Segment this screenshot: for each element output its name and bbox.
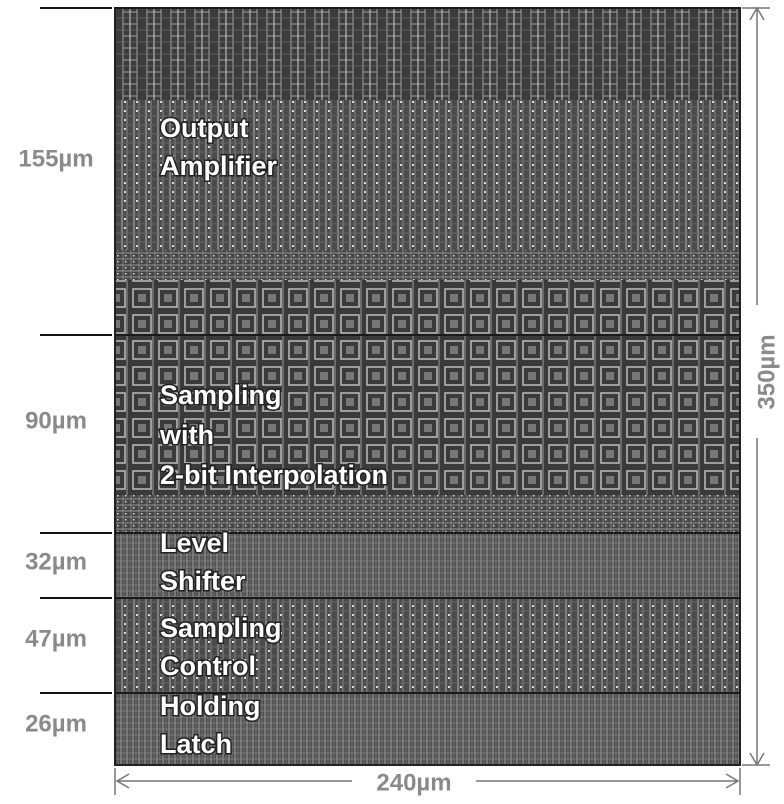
total-height-label: 350µm: [753, 334, 780, 409]
section-label: Sampling: [160, 380, 282, 410]
section-label: with: [159, 420, 214, 450]
section-annotations: 155µm Output Amplifier 90µm Sampling with 2-bi…: [18, 7, 740, 761]
layout-block: [115, 8, 740, 100]
section-height: 155µm: [18, 145, 93, 172]
arrow-head: [725, 773, 740, 789]
section-height: 32µm: [25, 548, 87, 575]
layout-block: [115, 250, 740, 280]
layout-block: [115, 280, 740, 335]
section-label: Output: [160, 113, 248, 143]
layout-block: [115, 693, 740, 765]
section-label: Level: [160, 528, 229, 558]
layout-block: [115, 100, 740, 250]
section-label: Holding: [160, 691, 260, 721]
section-label: Shifter: [160, 566, 246, 596]
dimension-right: [742, 6, 770, 767]
section-label: Control: [160, 651, 256, 681]
dimension-bottom: [114, 768, 741, 795]
section-label: Amplifier: [160, 151, 278, 181]
section-label: Latch: [160, 729, 232, 759]
section-label: 2-bit Interpolation: [160, 460, 388, 490]
layout-block: [115, 495, 740, 533]
width-label: 240µm: [376, 769, 451, 796]
arrow-head: [115, 773, 130, 789]
layout-block: [115, 335, 740, 495]
section-label: Sampling: [160, 613, 282, 643]
section-height: 47µm: [25, 625, 87, 652]
section-height: 90µm: [25, 407, 87, 434]
layout-block: [115, 598, 740, 693]
section-height: 26µm: [25, 710, 87, 737]
chip-layout: [114, 7, 741, 766]
layout-block: [115, 533, 740, 598]
